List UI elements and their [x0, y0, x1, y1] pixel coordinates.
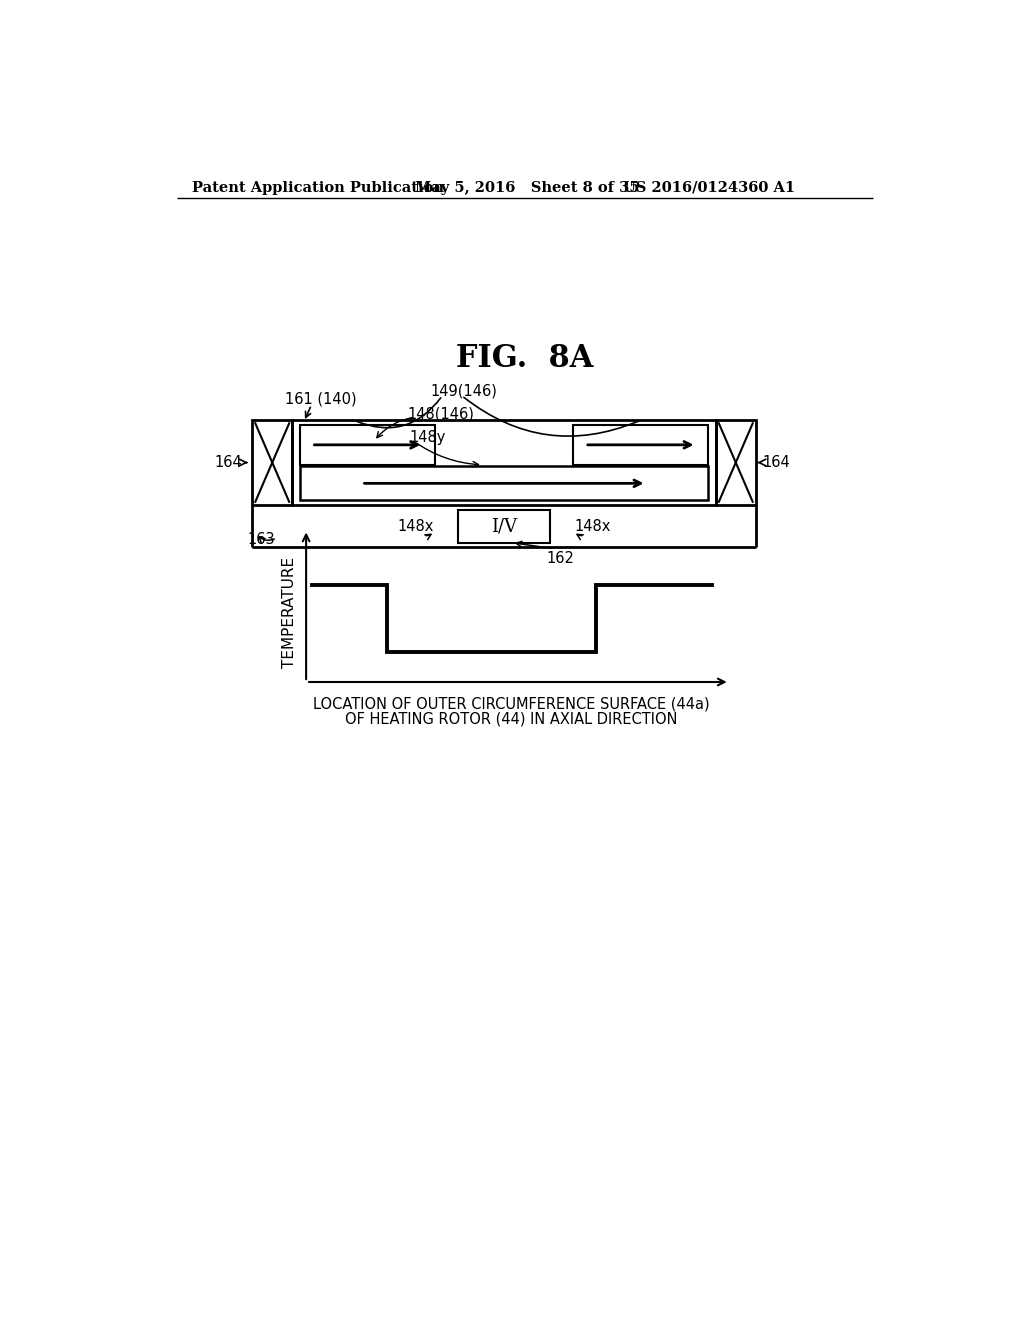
- Text: OF HEATING ROTOR (44) IN AXIAL DIRECTION: OF HEATING ROTOR (44) IN AXIAL DIRECTION: [345, 711, 677, 726]
- Text: 148(146): 148(146): [408, 407, 475, 421]
- Text: 148x: 148x: [574, 519, 610, 535]
- Bar: [300, 425, 435, 465]
- Text: 162: 162: [547, 552, 574, 566]
- Text: 163: 163: [248, 532, 275, 546]
- Text: 161 (140): 161 (140): [285, 391, 356, 407]
- Bar: [573, 425, 708, 465]
- Text: US 2016/0124360 A1: US 2016/0124360 A1: [624, 181, 796, 194]
- Bar: [458, 511, 550, 543]
- Text: Patent Application Publication: Patent Application Publication: [193, 181, 444, 194]
- Bar: [292, 420, 716, 506]
- Text: I/V: I/V: [490, 517, 517, 536]
- Text: FIG.  8A: FIG. 8A: [456, 343, 594, 374]
- Text: 148y: 148y: [410, 429, 445, 445]
- Bar: [300, 466, 708, 500]
- Bar: [716, 420, 756, 506]
- Text: TEMPERATURE: TEMPERATURE: [282, 557, 297, 668]
- Text: 164: 164: [214, 455, 243, 470]
- Text: LOCATION OF OUTER CIRCUMFERENCE SURFACE (44a): LOCATION OF OUTER CIRCUMFERENCE SURFACE …: [312, 696, 710, 711]
- Text: 149(146): 149(146): [431, 383, 498, 399]
- Bar: [252, 420, 292, 506]
- Text: May 5, 2016   Sheet 8 of 35: May 5, 2016 Sheet 8 of 35: [416, 181, 640, 194]
- Text: 164: 164: [762, 455, 790, 470]
- Text: 148x: 148x: [397, 519, 433, 535]
